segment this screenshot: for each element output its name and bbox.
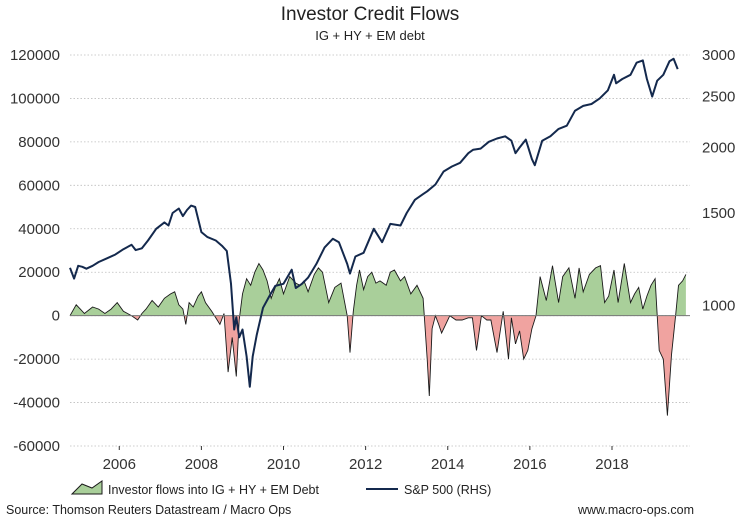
x-tick-label: 2018: [595, 456, 628, 473]
legend-item-flows: Investor flows into IG + HY + EM Debt: [70, 480, 319, 497]
source-note: Source: Thomson Reuters Datastream / Mac…: [6, 503, 291, 517]
chart-title: Investor Credit Flows: [281, 4, 459, 25]
gridlines: [70, 54, 690, 447]
right-tick-label: 3000: [702, 47, 735, 64]
chart-subtitle: IG + HY + EM debt: [315, 28, 425, 43]
left-tick-label: 60000: [18, 177, 60, 194]
left-tick-label: -20000: [13, 351, 60, 368]
x-tick-label: 2014: [431, 456, 464, 473]
flows-area: [69, 262, 690, 416]
left-tick-label: -60000: [13, 438, 60, 455]
website-note: www.macro-ops.com: [577, 503, 694, 517]
legend-label-flows: Investor flows into IG + HY + EM Debt: [108, 483, 319, 497]
left-tick-label: 0: [52, 308, 60, 325]
x-tick-label: 2016: [513, 456, 546, 473]
right-axis-ticks: 3000 2500 2000 1500 1000: [702, 47, 735, 315]
legend-label-sp500: S&P 500 (RHS): [404, 483, 491, 497]
right-tick-label: 2500: [702, 89, 735, 106]
x-tick-label: 2008: [185, 456, 218, 473]
legend: Investor flows into IG + HY + EM Debt S&…: [70, 480, 491, 497]
legend-item-sp500: S&P 500 (RHS): [366, 483, 491, 497]
left-tick-label: 120000: [10, 47, 60, 64]
flows-line: [69, 262, 687, 416]
sp500-line: [69, 57, 679, 388]
x-axis-ticks: 2006 2008 2010 2012 2014 2016 2018: [103, 446, 629, 473]
left-tick-label: 40000: [18, 221, 60, 238]
left-axis-ticks: 120000 100000 80000 60000 40000 20000 0 -20000 -…: [10, 47, 60, 455]
x-tick-label: 2010: [267, 456, 300, 473]
left-tick-label: 80000: [18, 134, 60, 151]
left-tick-label: -40000: [13, 395, 60, 412]
legend-swatch-flows: [70, 480, 103, 495]
right-tick-label: 1500: [702, 205, 735, 222]
right-tick-label: 2000: [702, 139, 735, 156]
flows-area-positive: [70, 263, 686, 316]
x-tick-label: 2006: [103, 456, 136, 473]
sp500-line-group: [69, 57, 679, 388]
left-tick-label: 20000: [18, 264, 60, 281]
right-tick-label: 1000: [702, 298, 735, 315]
x-tick-label: 2012: [349, 456, 382, 473]
left-tick-label: 100000: [10, 90, 60, 107]
